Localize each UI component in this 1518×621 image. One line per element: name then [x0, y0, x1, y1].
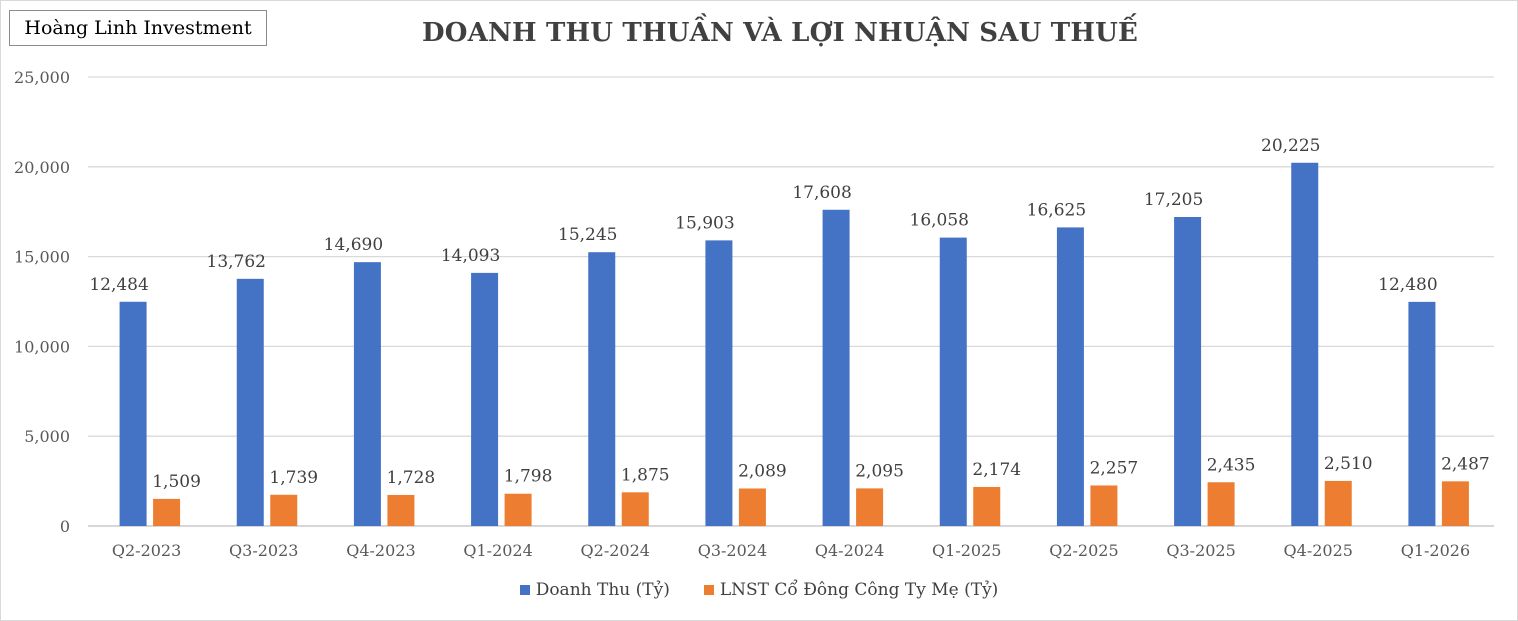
x-tick-label: Q2-2024	[581, 541, 650, 560]
legend-item-profit: LNST Cổ Đông Công Ty Mẹ (Tỷ)	[703, 580, 999, 600]
y-tick-label: 15,000	[14, 248, 70, 267]
data-label-revenue: 20,225	[1261, 136, 1320, 156]
x-tick-label: Q2-2023	[112, 541, 181, 560]
y-tick-label: 0	[60, 517, 70, 536]
bar-revenue	[236, 278, 264, 526]
legend-swatch-revenue	[519, 585, 530, 595]
data-label-profit: 1,798	[504, 467, 553, 487]
x-tick-label: Q1-2024	[463, 541, 532, 560]
bar-revenue	[1291, 162, 1319, 526]
bar-profit	[621, 492, 649, 526]
data-label-profit: 2,095	[855, 461, 904, 481]
bar-profit	[973, 486, 1001, 526]
data-label-profit: 2,435	[1207, 455, 1256, 475]
bar-profit	[856, 488, 884, 526]
bar-revenue	[822, 209, 850, 526]
y-tick-label: 10,000	[14, 337, 70, 356]
bar-revenue	[1174, 216, 1202, 526]
brand-label: Hoàng Linh Investment	[9, 10, 267, 46]
x-tick-label: Q2-2025	[1049, 541, 1118, 560]
data-label-revenue: 13,762	[207, 252, 266, 272]
bar-revenue	[119, 301, 147, 526]
data-label-revenue: 15,245	[558, 225, 617, 245]
data-label-revenue: 15,903	[675, 213, 734, 233]
data-label-revenue: 16,625	[1027, 200, 1086, 220]
data-label-profit: 1,728	[387, 468, 436, 488]
chart-legend: Doanh Thu (Tỷ) LNST Cổ Đông Công Ty Mẹ (…	[0, 580, 1518, 600]
bar-revenue	[939, 237, 967, 526]
bar-revenue	[1408, 301, 1436, 526]
data-label-revenue: 17,205	[1144, 190, 1203, 210]
data-label-profit: 1,509	[152, 472, 201, 492]
bar-profit	[387, 494, 415, 526]
data-label-profit: 2,089	[738, 461, 787, 481]
data-label-profit: 2,257	[1090, 458, 1139, 478]
bar-profit	[153, 498, 181, 526]
data-label-profit: 2,487	[1441, 454, 1490, 474]
bar-profit	[270, 494, 298, 526]
bar-profit	[1441, 481, 1469, 526]
legend-label-profit: LNST Cổ Đông Công Ty Mẹ (Tỷ)	[719, 580, 999, 600]
x-tick-label: Q4-2025	[1284, 541, 1353, 560]
data-label-profit: 2,510	[1324, 454, 1373, 474]
data-label-revenue: 14,093	[441, 246, 500, 266]
data-label-profit: 1,739	[269, 468, 318, 488]
bar-revenue	[705, 240, 733, 526]
y-tick-label: 5,000	[24, 427, 70, 446]
x-tick-label: Q3-2024	[698, 541, 767, 560]
bar-revenue	[471, 272, 499, 526]
legend-item-revenue: Doanh Thu (Tỷ)	[519, 580, 670, 600]
x-tick-label: Q4-2023	[346, 541, 415, 560]
bar-profit	[1207, 482, 1235, 526]
bar-revenue	[588, 252, 616, 526]
x-tick-label: Q1-2026	[1401, 541, 1470, 560]
chart-plot: 0 5,000 10,000 15,000 20,000 25,000 12,484 13,7…	[14, 68, 1494, 560]
bar-revenue	[353, 262, 381, 526]
chart-title: DOANH THU THUẦN VÀ LỢI NHUẬN SAU THUẾ	[422, 18, 1138, 48]
data-label-revenue: 12,480	[1378, 275, 1437, 295]
legend-label-revenue: Doanh Thu (Tỷ)	[535, 580, 670, 600]
bar-profit	[1090, 485, 1118, 526]
bar-profit	[1324, 480, 1352, 526]
data-label-revenue: 16,058	[910, 211, 969, 231]
data-label-profit: 2,174	[972, 460, 1021, 480]
data-label-revenue: 14,690	[324, 235, 383, 255]
y-tick-label: 20,000	[14, 158, 70, 177]
x-tick-label: Q3-2023	[229, 541, 298, 560]
bar-revenue	[1056, 227, 1084, 527]
data-label-profit: 1,875	[621, 465, 670, 485]
legend-swatch-profit	[703, 585, 714, 595]
y-tick-label: 25,000	[14, 68, 70, 87]
data-label-revenue: 12,484	[89, 275, 148, 295]
x-tick-label: Q3-2025	[1166, 541, 1235, 560]
x-tick-label: Q4-2024	[815, 541, 884, 560]
bar-profit	[504, 493, 532, 526]
bar-profit	[738, 488, 766, 526]
data-label-revenue: 17,608	[792, 183, 851, 203]
x-tick-label: Q1-2025	[932, 541, 1001, 560]
